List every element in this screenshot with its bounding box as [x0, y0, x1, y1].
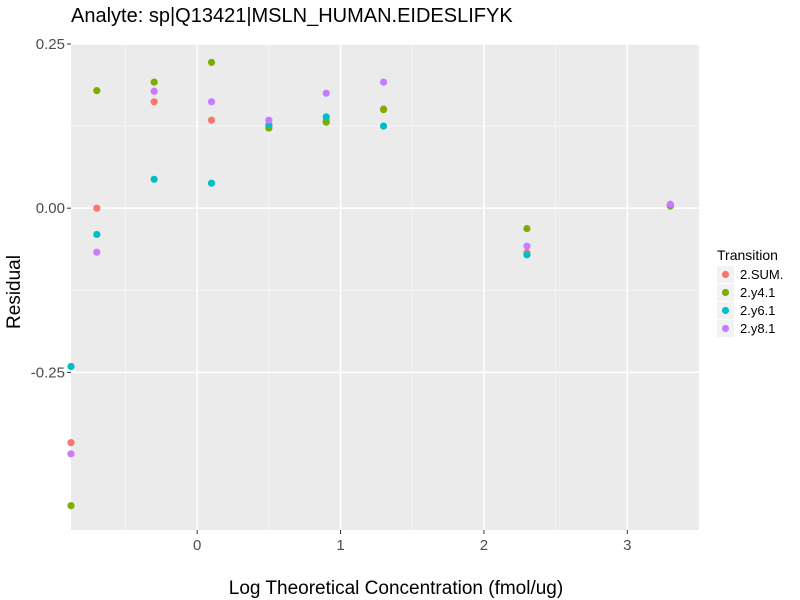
data-point [150, 98, 158, 106]
axis-ticks: 0 1 2 3 0.25 0.00 -0.25 [31, 36, 632, 554]
data-point [67, 502, 75, 510]
data-point [67, 362, 75, 371]
data-point [666, 200, 674, 208]
legend-label: 2.SUM. [740, 267, 783, 282]
data-points [67, 58, 674, 510]
data-point [207, 98, 216, 106]
data-point [150, 87, 158, 95]
data-point [265, 116, 273, 124]
legend-label: 2.y4.1 [740, 285, 775, 300]
plot-panel [71, 44, 699, 530]
x-axis-title: Log Theoretical Concentration (fmol/ug) [229, 578, 563, 599]
data-point [93, 204, 101, 212]
x-tick-label: 0 [193, 537, 201, 554]
legend-key-dot [721, 270, 730, 279]
data-point [379, 106, 388, 114]
data-point [379, 122, 388, 130]
data-point [322, 113, 330, 121]
legend-label: 2.y8.1 [740, 321, 775, 336]
legend-title: Transition [717, 247, 778, 263]
data-point [207, 58, 216, 66]
data-point [150, 78, 158, 86]
y-tick-label: 0.00 [36, 200, 65, 217]
legend: Transition 2.SUM. 2.y4.1 2.y6.1 2.y8.1 [717, 247, 783, 337]
data-point [379, 78, 388, 86]
chart-title: Analyte: sp|Q13421|MSLN_HUMAN.EIDESLIFYK [71, 5, 513, 27]
legend-label: 2.y6.1 [740, 303, 775, 318]
data-point [322, 118, 330, 126]
x-tick-label: 2 [480, 537, 488, 554]
data-point [207, 116, 216, 124]
data-point [523, 242, 531, 250]
data-point [207, 179, 216, 187]
data-point [67, 450, 75, 458]
y-tick-label: 0.25 [36, 36, 65, 53]
legend-key-dot [721, 324, 730, 333]
y-axis-title: Residual [4, 255, 25, 329]
x-tick-label: 3 [623, 537, 631, 554]
data-point [93, 87, 101, 95]
data-point [523, 224, 531, 233]
legend-key-dot [721, 288, 730, 297]
data-point [150, 175, 158, 183]
data-point [67, 439, 75, 447]
data-point [523, 251, 531, 259]
data-point [93, 248, 101, 256]
y-tick-label: -0.25 [31, 364, 65, 381]
legend-key-dot [721, 306, 730, 315]
data-point [322, 89, 330, 97]
x-tick-label: 1 [336, 537, 344, 554]
data-point [93, 230, 101, 239]
